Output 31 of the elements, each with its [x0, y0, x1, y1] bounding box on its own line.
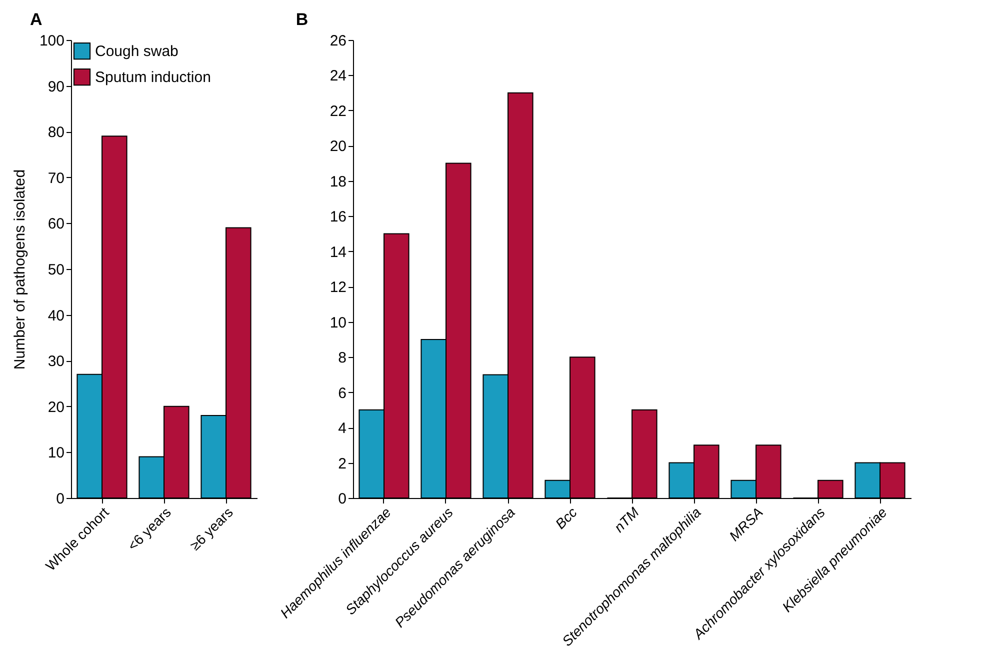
y-tick-label: 4 — [338, 420, 346, 438]
y-tick-label: 30 — [48, 353, 64, 370]
chart-title: B — [296, 10, 308, 29]
y-tick-label: 20 — [48, 398, 64, 416]
y-tick-label: 8 — [338, 350, 346, 367]
y-tick-label: 22 — [330, 102, 346, 120]
y-tick-label: 50 — [48, 262, 64, 278]
y-tick-label: 60 — [48, 216, 64, 233]
y-axis-title: Number of pathogens isolated — [11, 169, 28, 370]
y-tick-label: 18 — [330, 173, 346, 190]
chart-title: A — [30, 10, 42, 29]
y-tick-label: 24 — [330, 68, 346, 85]
y-tick-label: 6 — [338, 384, 346, 402]
y-tick-label: 16 — [330, 208, 346, 226]
y-tick-label: 10 — [48, 444, 64, 462]
y-tick-label: 100 — [39, 32, 64, 50]
y-tick-label: 0 — [56, 490, 64, 508]
y-tick-label: 2 — [338, 455, 346, 472]
y-tick-label: 70 — [48, 170, 64, 187]
x-tick-label: Bcc — [552, 504, 580, 532]
y-tick-label: 26 — [330, 32, 346, 50]
y-tick-label: 10 — [330, 314, 346, 332]
y-tick-label: 20 — [330, 138, 346, 156]
y-tick-label: 40 — [48, 307, 64, 324]
y-tick-label: 80 — [48, 124, 64, 142]
y-tick-label: 0 — [338, 490, 346, 508]
y-tick-label: 90 — [48, 78, 64, 96]
legend-label: Sputum induction — [95, 69, 211, 86]
y-tick-label: 12 — [330, 279, 346, 296]
y-tick-label: 14 — [330, 244, 346, 261]
legend-label: Cough swab — [95, 43, 178, 60]
